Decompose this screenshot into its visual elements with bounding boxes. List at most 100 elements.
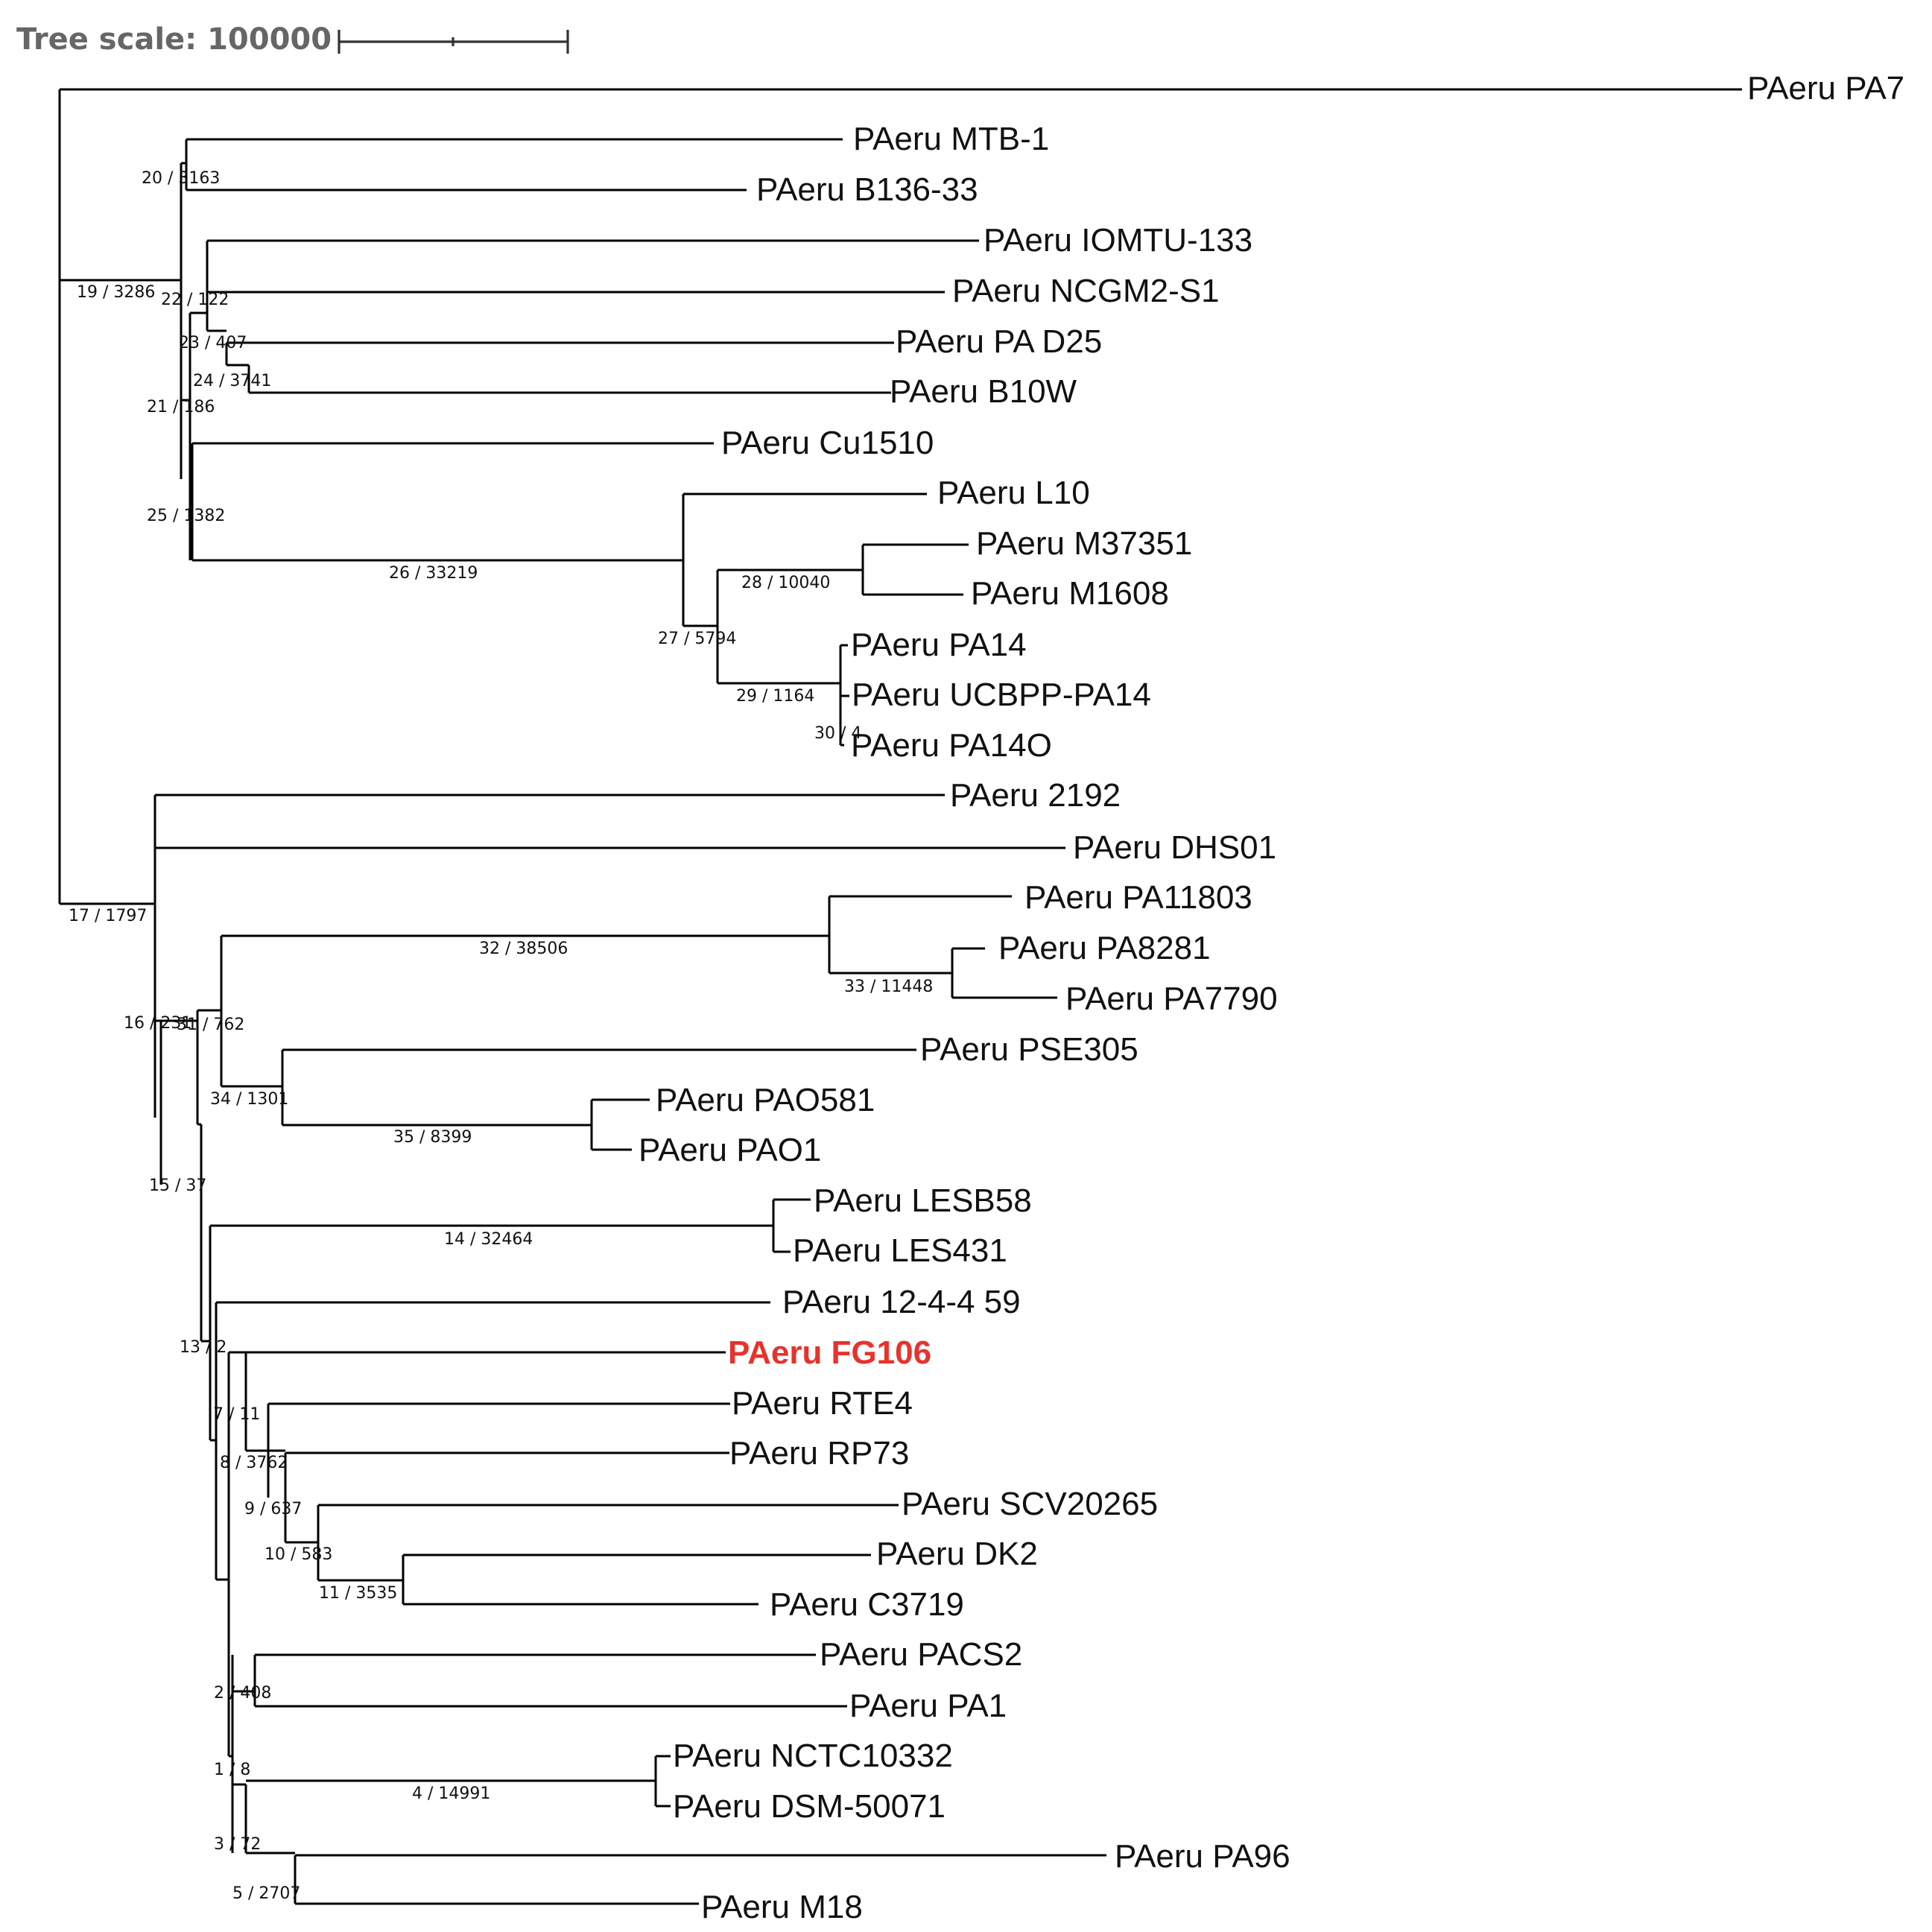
leaf-label: PAeru PACS2 <box>820 1636 1022 1673</box>
branch-label: 13 / 2 <box>180 1338 227 1357</box>
branch-label: 9 / 637 <box>244 1500 302 1518</box>
branch-label: 23 / 407 <box>179 334 247 352</box>
branch-node-29 <box>718 644 849 745</box>
leaf-label: PAeru PA14 <box>851 627 1027 663</box>
branch-node-FG106 <box>229 1351 726 1451</box>
branch-label: 8 / 3762 <box>220 1454 288 1472</box>
leaf-label: PAeru LESB58 <box>814 1182 1032 1219</box>
leaf-label: PAeru C3719 <box>770 1586 964 1623</box>
branch-node-11 <box>318 1553 871 1606</box>
branch-label: 7 / 11 <box>213 1405 260 1424</box>
leaf-label: PAeru DHS01 <box>1073 829 1276 866</box>
branch-node-23 <box>207 329 228 365</box>
leaf-label: PAeru PA11803 <box>1024 879 1252 916</box>
branch-label: 4 / 14991 <box>412 1784 490 1803</box>
leaf-label: PAeru PA7790 <box>1065 981 1278 1017</box>
branch-label: 20 / 3163 <box>142 169 220 188</box>
branch-node-9 <box>268 1449 729 1542</box>
branch-label: 33 / 11448 <box>844 978 933 996</box>
leaf-label: PAeru UCBPP-PA14 <box>852 677 1151 713</box>
leaf-label: PAeru M1608 <box>971 575 1169 612</box>
leaf-label: PAeru PA1 <box>849 1688 1007 1724</box>
branch-label: 24 / 3741 <box>193 372 271 390</box>
branch-label: 31 / 762 <box>177 1016 244 1034</box>
leaf-label: PAeru M18 <box>701 1889 863 1925</box>
branch-label: 34 / 1301 <box>210 1090 288 1109</box>
branch-label: 32 / 38506 <box>479 940 568 958</box>
branch-label: 3 / 72 <box>214 1835 261 1854</box>
branch-label: 10 / 583 <box>265 1545 332 1564</box>
branch-node-3 <box>232 1783 247 1853</box>
tree-scale: Tree scale: 100000 <box>16 22 569 57</box>
leaf-label: PAeru NCTC10332 <box>673 1738 953 1774</box>
branch-node-13 <box>201 1226 770 1580</box>
leaf-label: PAeru PA D25 <box>896 323 1102 360</box>
leaf-labels: PAeru PA7 PAeru MTB-1 PAeru B136-33 PAer… <box>639 70 1904 1925</box>
branch-label: 11 / 3535 <box>319 1584 397 1603</box>
branch-node-32 <box>828 895 1012 973</box>
branch-label: 16 / 231 <box>124 1014 191 1033</box>
branch-node-14 <box>210 1198 811 1253</box>
leaf-label: PAeru PA96 <box>1115 1838 1290 1875</box>
branch-label: 1 / 8 <box>214 1761 250 1779</box>
branch-label: 17 / 1797 <box>69 907 147 925</box>
branch-label: 22 / 122 <box>161 291 229 309</box>
leaf-label: PAeru NCGM2-S1 <box>952 273 1220 309</box>
branch-label: 21 / 186 <box>147 398 215 417</box>
branch-node-22 <box>190 239 979 331</box>
branch-node-2 <box>232 1653 847 1708</box>
leaf-label: PAeru Cu1510 <box>721 425 934 461</box>
leaf-label: PAeru PAO1 <box>639 1132 821 1168</box>
leaf-label-highlighted: PAeru FG106 <box>728 1334 931 1371</box>
leaf-label: PAeru RTE4 <box>732 1385 913 1422</box>
leaf-label: PAeru B136-33 <box>756 171 978 208</box>
branch-node-16 <box>161 1010 199 1124</box>
branch-node-35 <box>282 1098 650 1151</box>
branch-node-20 <box>181 138 843 191</box>
leaf-label: PAeru 2192 <box>950 777 1121 814</box>
branch-node-28 <box>716 543 969 683</box>
branch-label: 19 / 3286 <box>77 283 155 302</box>
branch-node-34 <box>221 1048 916 1125</box>
branch-node-25 <box>190 442 714 560</box>
branch-label: 2 / 408 <box>214 1684 271 1703</box>
leaf-label: PAeru PA7 <box>1747 70 1904 107</box>
leaf-label: PAeru IOMTU-133 <box>984 222 1252 259</box>
branch-node-17 <box>153 794 1065 1185</box>
leaf-label: PAeru PSE305 <box>920 1031 1138 1068</box>
tree-branches <box>58 88 1742 1905</box>
branch-label: 15 / 37 <box>149 1176 206 1195</box>
leaf-label: PAeru DK2 <box>876 1536 1038 1572</box>
leaf-label: PAeru B10W <box>890 373 1077 410</box>
leaf-label: PAeru PAO581 <box>656 1082 875 1118</box>
branch-node-33 <box>829 947 1057 999</box>
branch-labels: 20 / 3163 19 / 3286 22 / 122 23 / 407 24… <box>69 169 933 1903</box>
branch-node-8 <box>246 1402 730 1498</box>
leaf-label: PAeru 12-4-4 59 <box>782 1284 1021 1320</box>
branch-node-5 <box>246 1852 1106 1905</box>
branch-label: 29 / 1164 <box>736 687 814 706</box>
branch-label: 27 / 5794 <box>658 630 736 648</box>
leaf-label: PAeru MTB-1 <box>853 121 1049 157</box>
tree-scale-label: Tree scale: 100000 <box>16 22 332 57</box>
leaf-label: PAeru L10 <box>937 475 1090 511</box>
branch-node-21 <box>181 313 191 560</box>
branch-node-7 <box>216 1352 230 1756</box>
branch-label: 5 / 2707 <box>232 1884 300 1903</box>
branch-node-15 <box>197 1123 203 1341</box>
branch-label: 30 / 4 <box>814 724 861 743</box>
branch-node-10 <box>285 1504 899 1580</box>
leaf-label: PAeru PA14O <box>851 727 1052 764</box>
leaf-label: PAeru PA8281 <box>998 930 1211 966</box>
leaf-label: PAeru RP73 <box>729 1435 909 1472</box>
branch-node-24 <box>227 341 894 394</box>
branch-label: 26 / 33219 <box>389 564 478 583</box>
leaf-label: PAeru DSM-50071 <box>673 1788 946 1825</box>
branch-node-27 <box>682 492 927 627</box>
branch-label: 28 / 10040 <box>741 574 830 592</box>
leaf-label: PAeru M37351 <box>976 525 1192 562</box>
branch-label: 14 / 32464 <box>444 1230 533 1249</box>
branch-label: 25 / 1382 <box>147 507 225 525</box>
branch-node-4 <box>246 1755 671 1808</box>
